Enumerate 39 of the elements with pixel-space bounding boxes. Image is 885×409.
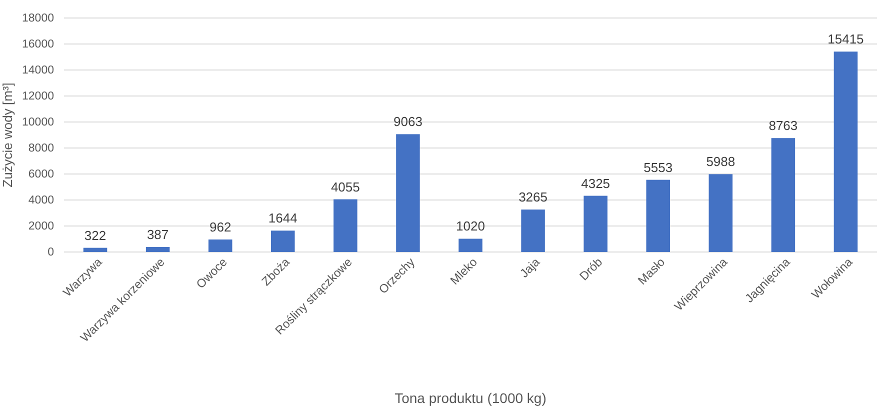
y-tick-label: 6000 — [28, 168, 54, 181]
y-tick-label: 8000 — [28, 142, 54, 155]
x-tick-label: Jaja — [517, 254, 543, 280]
data-label: 5553 — [644, 160, 673, 175]
bar — [83, 248, 108, 252]
data-label: 1644 — [268, 210, 298, 226]
data-label: 322 — [84, 228, 106, 243]
bar — [208, 239, 232, 252]
x-axis-title: Tona produktu (1000 kg) — [394, 390, 546, 406]
y-tick-label: 0 — [48, 246, 54, 259]
data-label: 1020 — [456, 218, 485, 234]
y-tick-label: 12000 — [22, 90, 54, 103]
bar — [646, 180, 670, 252]
data-label: 4325 — [581, 176, 610, 191]
y-tick-label: 2000 — [28, 220, 54, 233]
bar — [271, 230, 295, 252]
bar — [146, 246, 170, 252]
data-label: 8763 — [768, 118, 798, 134]
data-label: 5988 — [706, 154, 736, 170]
y-axis-title: Zużycie wody [m³] — [0, 82, 15, 188]
y-tick-label: 16000 — [22, 38, 54, 51]
data-label: 4055 — [330, 179, 360, 194]
y-tick-label: 18000 — [22, 12, 54, 25]
data-label: 3265 — [518, 190, 548, 205]
bar — [396, 134, 420, 252]
bar — [771, 138, 796, 252]
bar — [708, 174, 733, 252]
data-label: 962 — [209, 219, 232, 234]
bar — [834, 52, 858, 252]
bar — [458, 238, 482, 252]
data-label: 9063 — [394, 114, 422, 130]
y-tick-label: 4000 — [28, 194, 54, 207]
y-tick-label: 10000 — [22, 116, 54, 129]
bar — [334, 199, 358, 252]
data-label: 387 — [146, 226, 169, 242]
y-tick-label: 14000 — [22, 64, 54, 77]
data-label: 15415 — [828, 32, 864, 47]
bar — [584, 196, 608, 252]
bar — [521, 210, 545, 252]
